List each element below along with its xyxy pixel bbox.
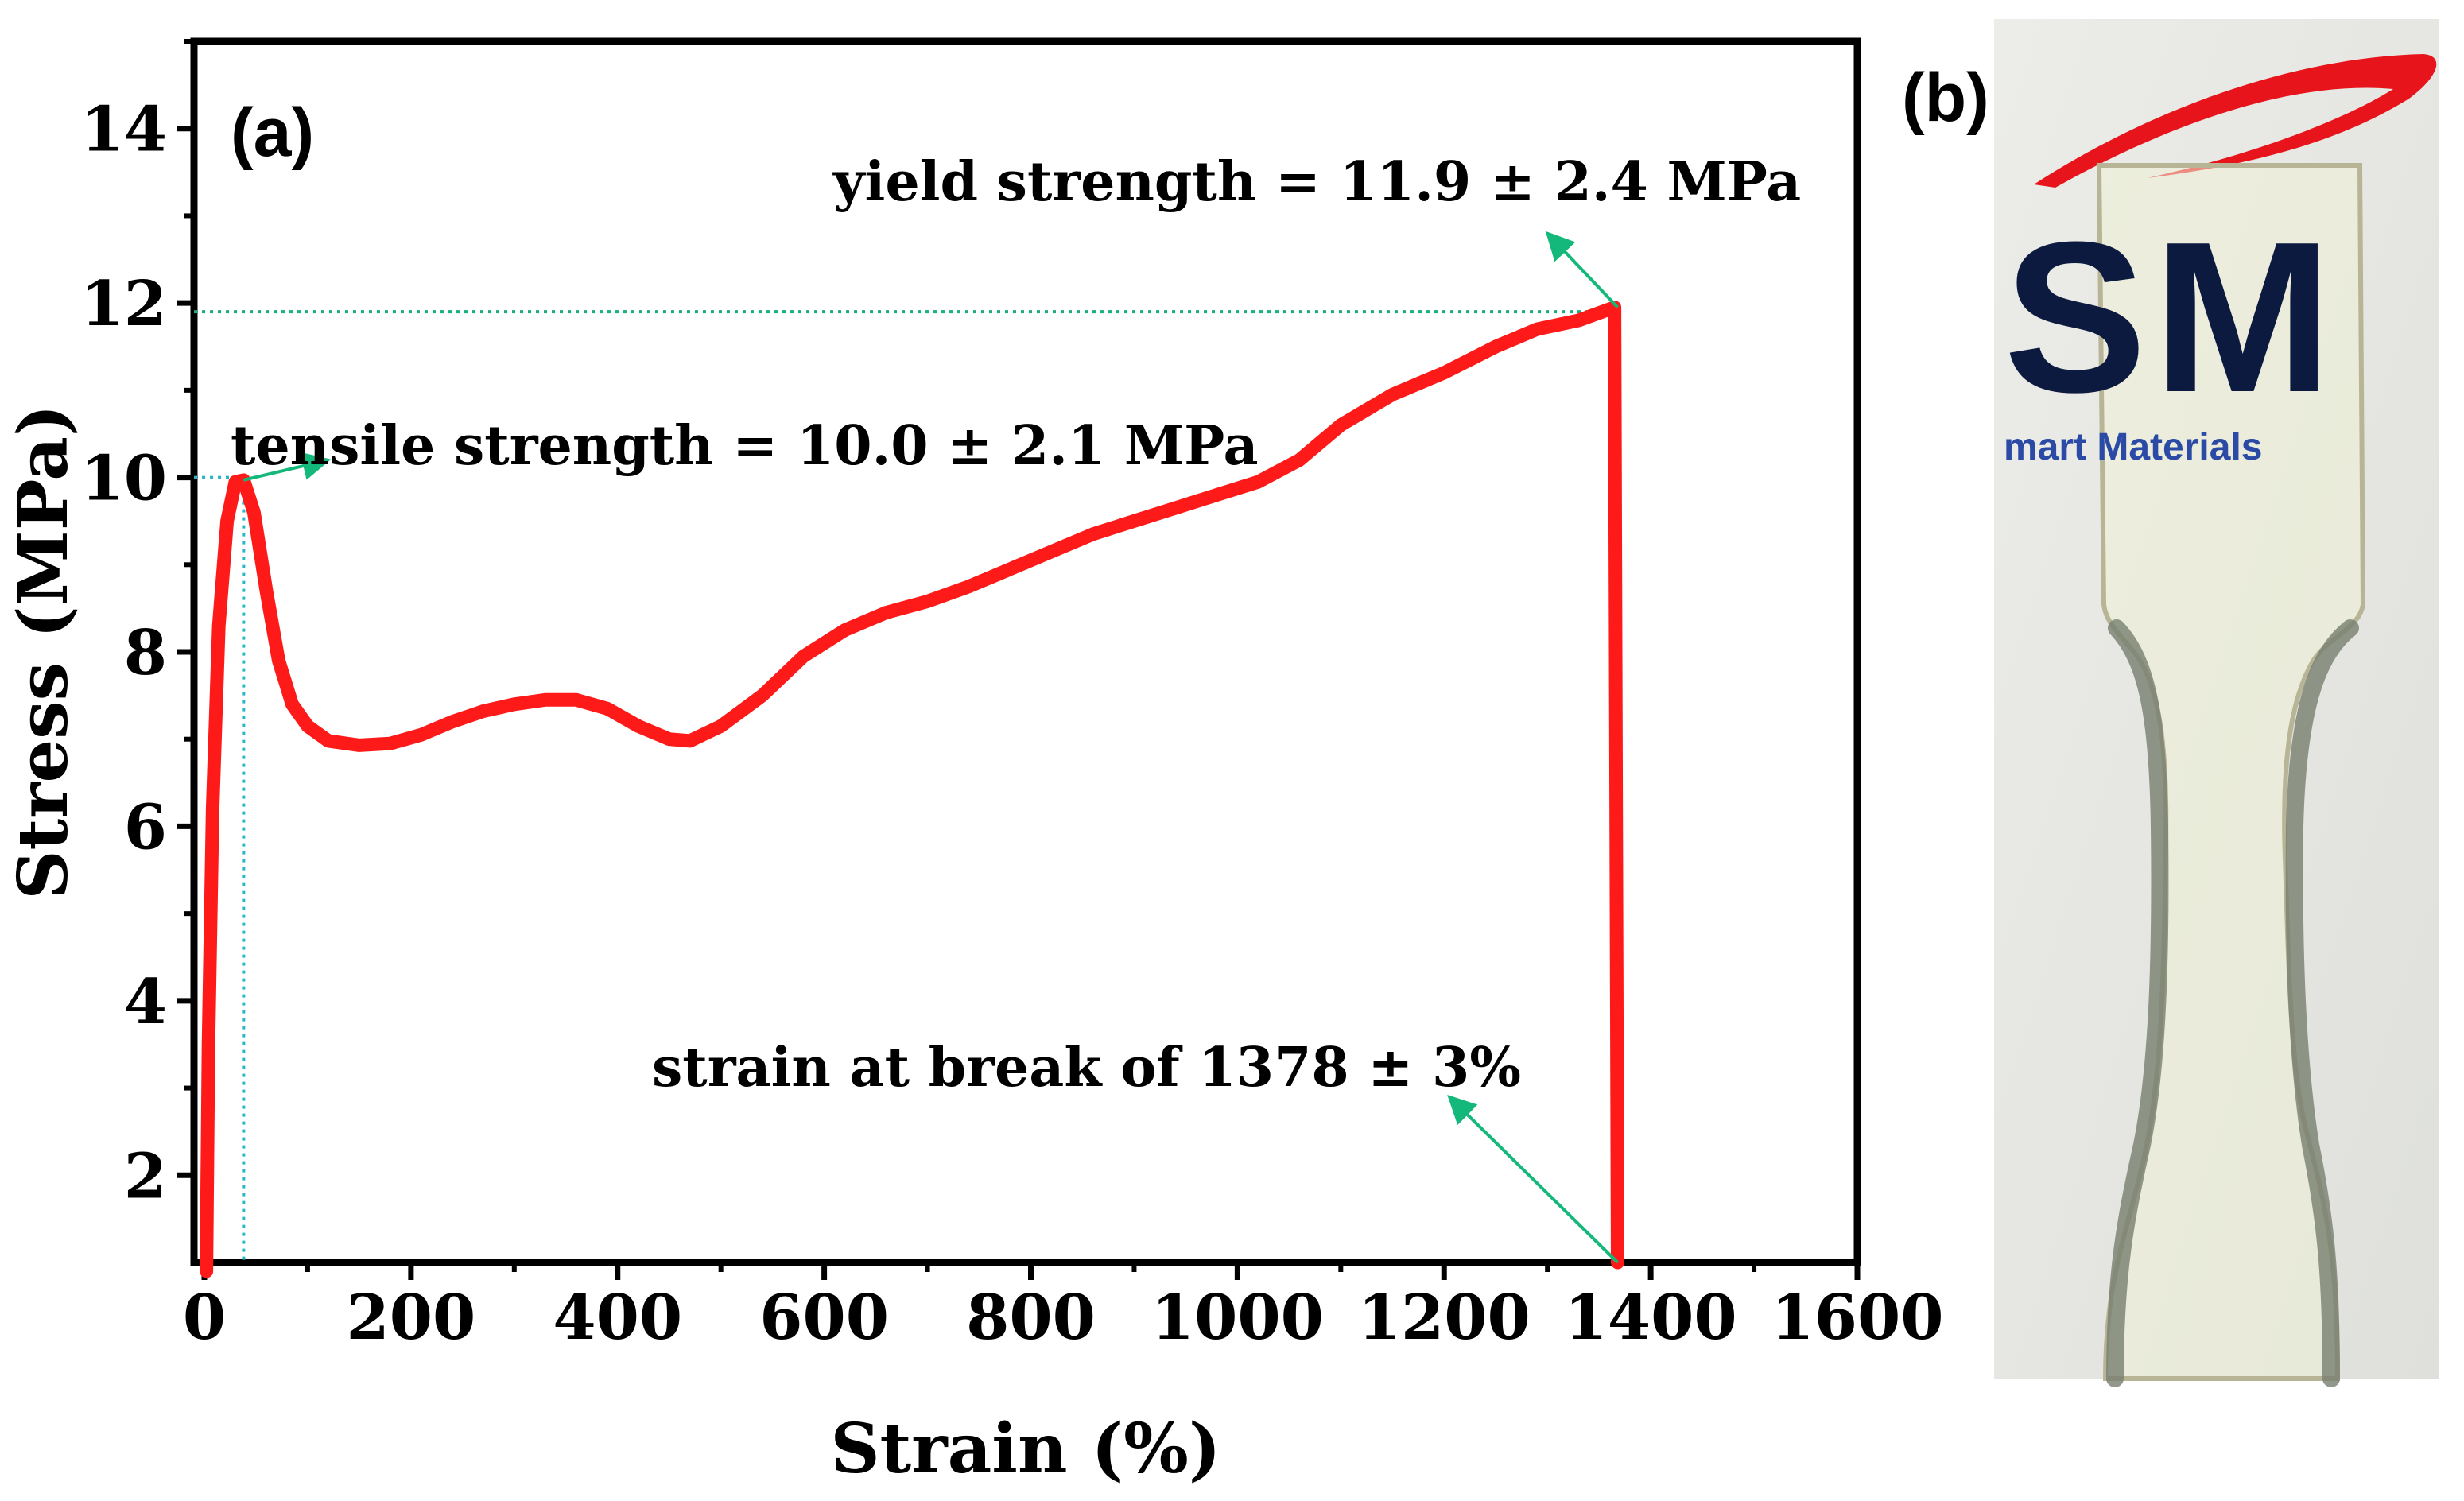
specimen-photo: (b) SM mart Materials: [1902, 19, 2439, 1387]
x-tick-label-1200: 1200: [1358, 1282, 1531, 1354]
x-tick-label-800: 800: [966, 1282, 1096, 1354]
x-tick-label-1400: 1400: [1565, 1282, 1737, 1354]
panel-label-a: (a): [231, 95, 314, 171]
stress-strain-chart: 0 200 400 600 800 1000 1200 1400 16002468101214 …: [3, 37, 1944, 1489]
break-annotation-arrow: [1447, 1095, 1619, 1264]
x-tick-label-400: 400: [553, 1282, 682, 1354]
break-annotation-text: strain at break of 1378 ± 3%: [652, 1036, 1521, 1100]
panel-label-b: (b): [1902, 60, 1989, 136]
y-axis-title: Stress (MPa): [3, 404, 83, 899]
x-axis-title: Strain (%): [830, 1409, 1220, 1489]
curve-layer: [200, 301, 1624, 1278]
y-tick-label-2: 2: [124, 1140, 167, 1212]
x-tick-label-0: 0: [183, 1282, 226, 1354]
series-line-0: [200, 301, 1624, 1278]
y-tick-label-14: 14: [80, 94, 167, 166]
logo-subtext: mart Materials: [2004, 426, 2262, 468]
specimen-dark-edge-left: [2106, 619, 2169, 1387]
logo-swoosh: [2034, 54, 2437, 188]
yield-annotation-arrow: [1545, 231, 1619, 309]
x-tick-label-1600: 1600: [1771, 1282, 1943, 1354]
y-tick-label-12: 12: [80, 268, 167, 340]
x-tick-label-200: 200: [346, 1282, 475, 1354]
y-tick-label-6: 6: [124, 791, 167, 863]
tensile-annotation-text: tensile strength = 10.0 ± 2.1 MPa: [231, 414, 1259, 478]
axis-ticks: 0 200 400 600 800 1000 1200 1400 1600 2 4 6 8 10 12 14: [80, 39, 1944, 1354]
x-tick-label-1000: 1000: [1151, 1282, 1324, 1354]
y-tick-label-8: 8: [124, 617, 167, 689]
tensile-annotation-arrow: [243, 452, 332, 482]
y-tick-label-10: 10: [80, 443, 167, 515]
logo-letters: SM: [2004, 198, 2338, 437]
y-tick-label-4: 4: [124, 966, 167, 1038]
annotation-arrows: [243, 231, 1619, 1264]
yield-annotation-text: yield strength = 11.9 ± 2.4 MPa: [832, 150, 1801, 214]
specimen-dark-edge-right: [2285, 619, 2359, 1387]
x-tick-label-600: 600: [759, 1282, 889, 1354]
